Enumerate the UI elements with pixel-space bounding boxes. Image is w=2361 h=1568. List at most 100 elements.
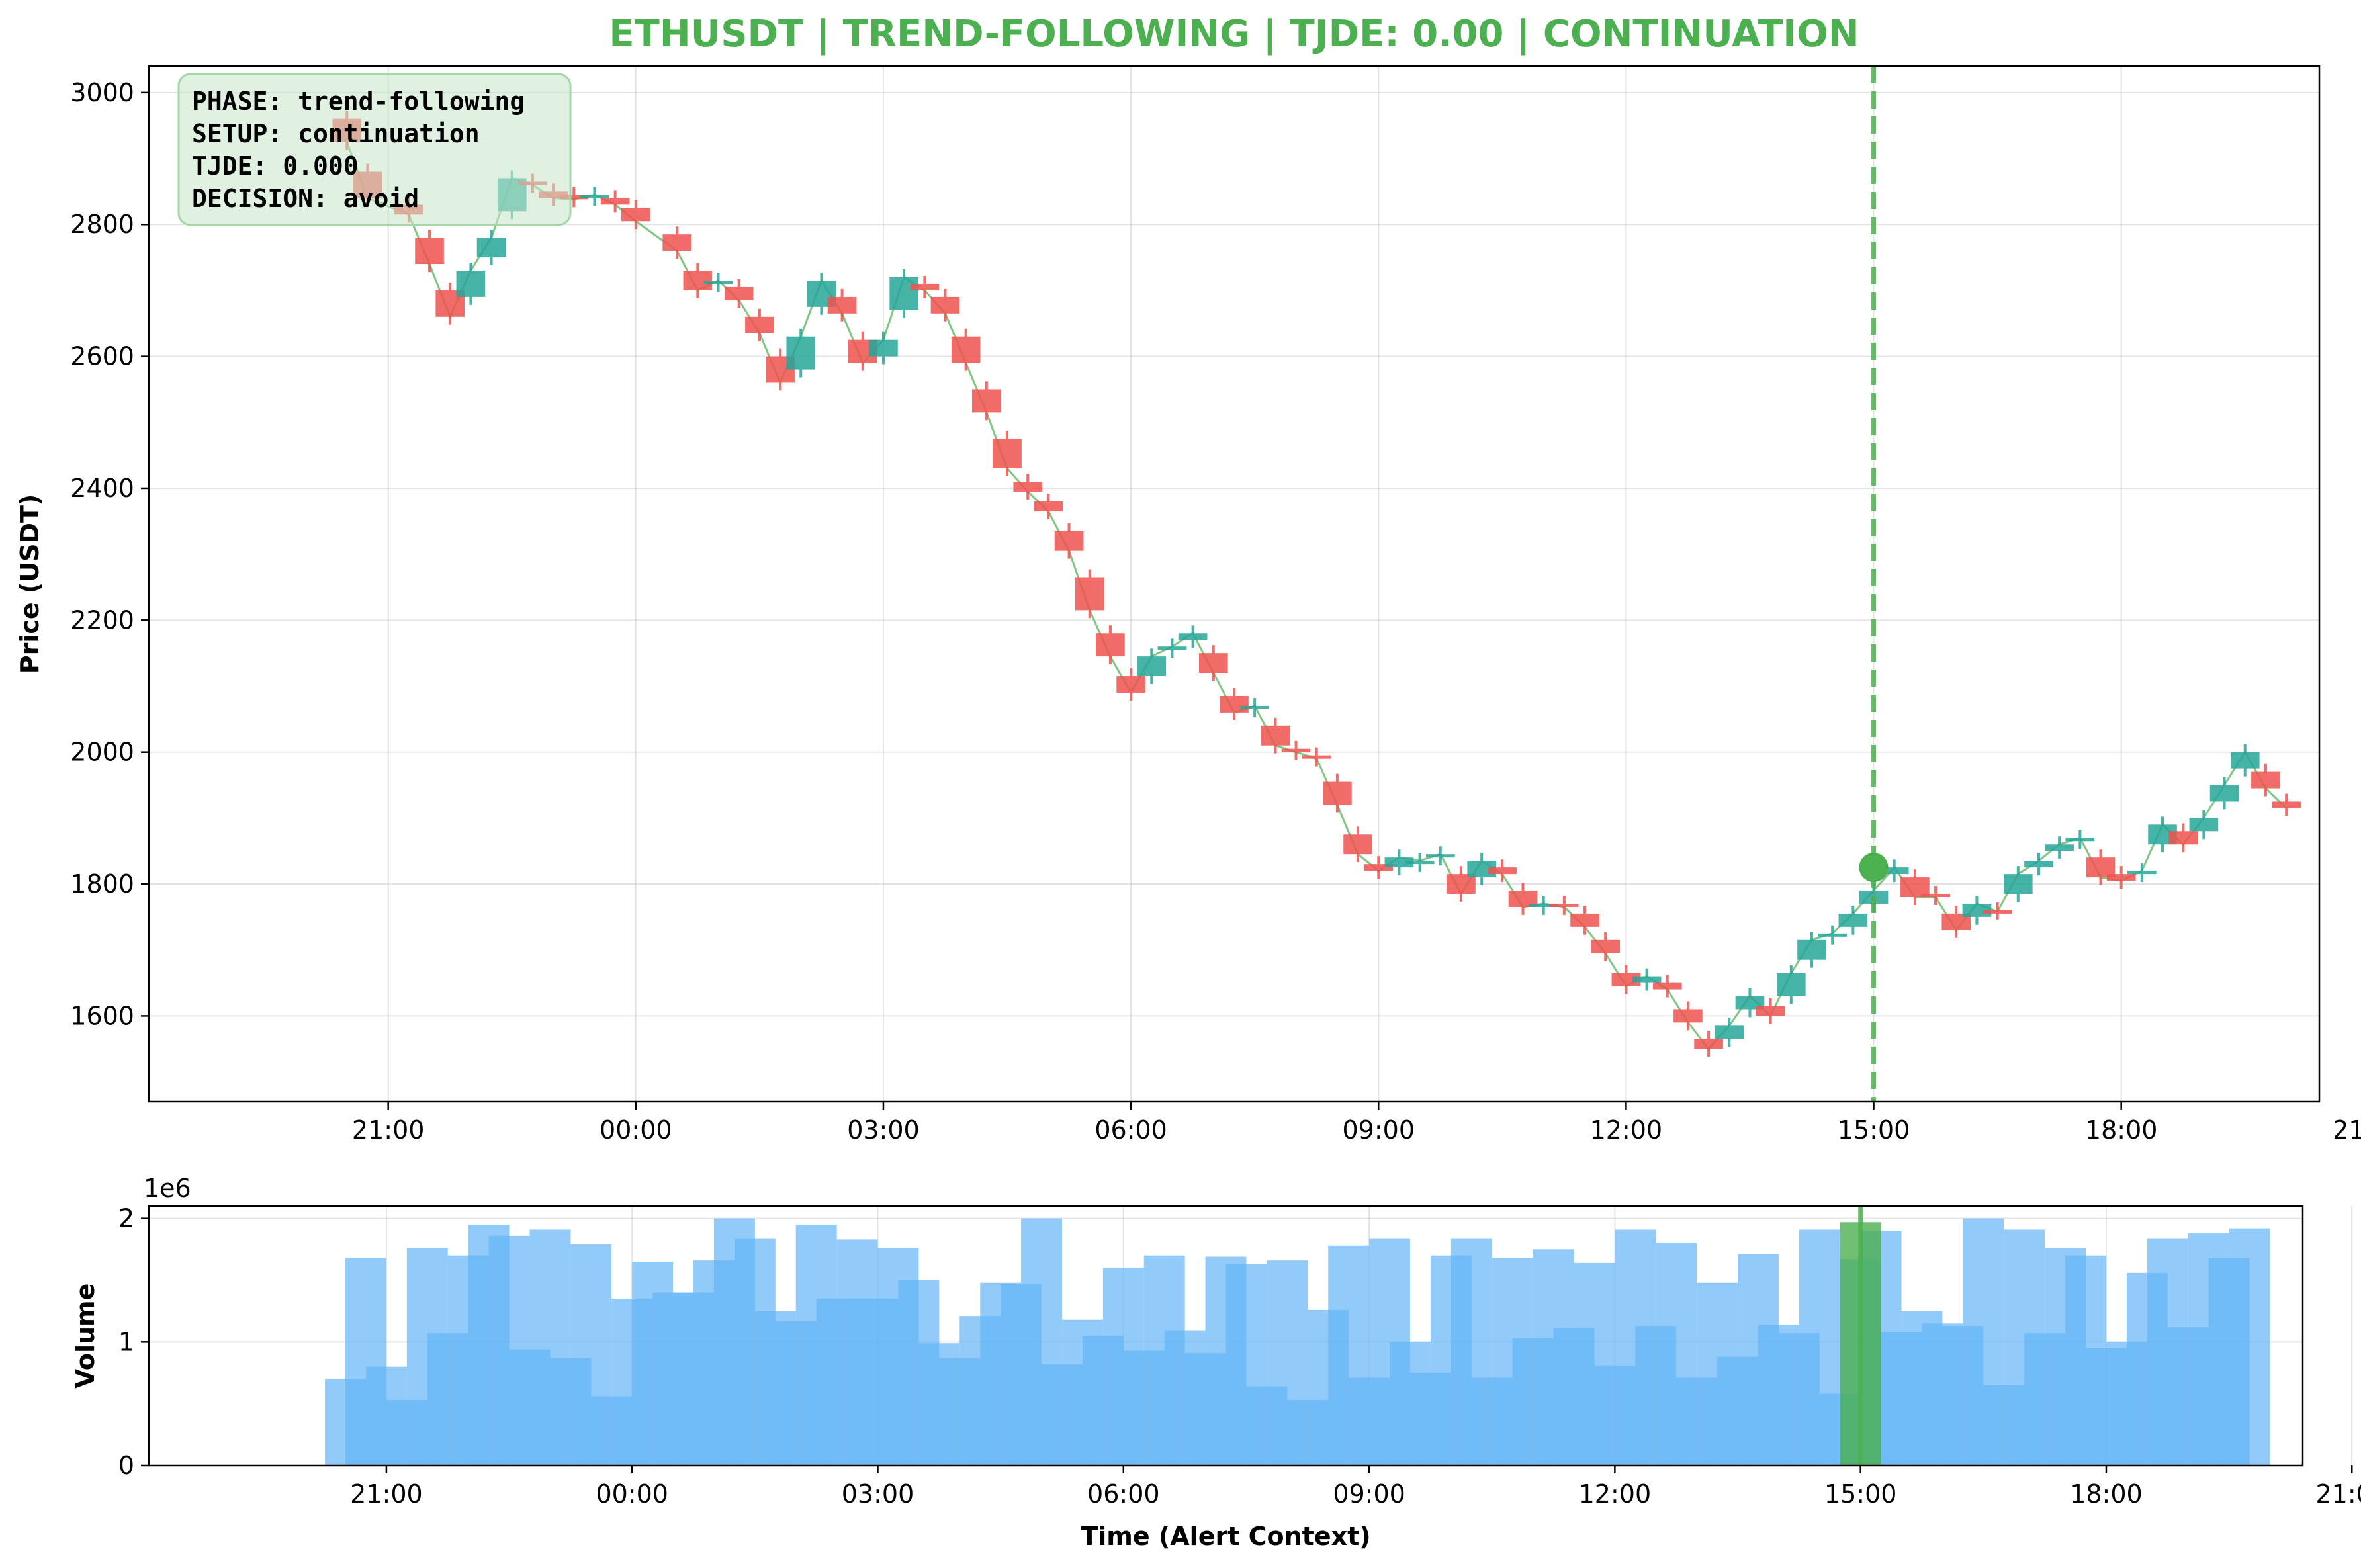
volume-y-tick-label-2: 2 xyxy=(118,1204,134,1233)
candle-62 xyxy=(1652,975,1682,998)
candle-body-37 xyxy=(1137,656,1167,677)
candle-58 xyxy=(1570,905,1599,935)
candle-body-69 xyxy=(1797,939,1826,960)
candle-body-66 xyxy=(1735,996,1765,1010)
candle-48 xyxy=(1364,856,1394,879)
volume-y-tick-label-0: 0 xyxy=(118,1451,134,1480)
candle-22 xyxy=(827,288,857,322)
price-y-ticks: 1600 1800 2000 2200 2400 2600 2800 3000 xyxy=(70,78,149,1030)
candle-14 xyxy=(662,226,691,259)
price-y-axis-label: Price (USDT) xyxy=(15,494,44,674)
volume-x-tick-label-5: 12:00 xyxy=(1579,1479,1652,1508)
candle-body-59 xyxy=(1591,939,1621,953)
candle-67 xyxy=(1756,998,1785,1024)
candle-70 xyxy=(1818,925,1848,945)
volume-x-tick-label-2: 03:00 xyxy=(842,1479,914,1508)
candle-25 xyxy=(889,269,918,318)
candle-43 xyxy=(1261,717,1290,754)
price-alert xyxy=(1859,66,1889,1102)
info-box-background xyxy=(177,73,572,226)
candle-63 xyxy=(1673,1001,1703,1031)
price-x-tick-label-7: 18:00 xyxy=(2085,1115,2158,1145)
candle-body-88 xyxy=(2189,818,2219,832)
candle-47 xyxy=(1343,826,1372,863)
candle-body-26 xyxy=(910,283,940,290)
info-setup: SETUP: continuation xyxy=(192,119,480,148)
candle-83 xyxy=(2086,849,2116,886)
price-x-tick-label-4: 09:00 xyxy=(1342,1115,1415,1145)
candle-body-18 xyxy=(745,316,774,333)
candle-88 xyxy=(2189,810,2219,840)
candle-27 xyxy=(930,288,960,322)
volume-x-ticks: 21:00 00:00 03:00 06:00 09:00 12:00 15:00 18:00… xyxy=(350,1465,2361,1508)
price-x-ticks: 21:00 00:00 03:00 06:00 09:00 12:00 15:00 18:00… xyxy=(352,1102,2361,1145)
candle-body-81 xyxy=(2045,844,2074,851)
candle-body-54 xyxy=(1488,867,1517,875)
candle-body-58 xyxy=(1570,913,1599,927)
candle-body-45 xyxy=(1302,755,1331,759)
candle-body-78 xyxy=(1982,910,2012,914)
volume-x-tick-label-0: 21:00 xyxy=(350,1479,423,1508)
price-x-tick-label-3: 06:00 xyxy=(1094,1115,1167,1145)
candle-36 xyxy=(1116,668,1145,701)
volume-alert xyxy=(1840,1206,1881,1465)
volume-x-tick-label-1: 00:00 xyxy=(596,1479,668,1508)
candle-45 xyxy=(1302,747,1331,767)
candle-81 xyxy=(2045,836,2074,859)
candle-59 xyxy=(1591,932,1621,961)
candle-89 xyxy=(2209,777,2239,810)
candle-85 xyxy=(2127,863,2157,883)
candle-57 xyxy=(1550,895,1579,915)
volume-y-tick-label-1: 1 xyxy=(118,1327,134,1356)
candle-79 xyxy=(2003,866,2033,902)
candle-body-57 xyxy=(1550,903,1579,907)
price-axes-frame xyxy=(148,65,2321,1103)
candle-35 xyxy=(1096,625,1125,665)
candle-75 xyxy=(1921,886,1950,905)
volume-x-axis-label: Time (Alert Context) xyxy=(1081,1522,1370,1551)
candle-21 xyxy=(807,273,836,315)
candle-34 xyxy=(1075,569,1104,619)
candle-80 xyxy=(2024,853,2053,876)
candle-90 xyxy=(2230,744,2260,777)
info-decision: DECISION: avoid xyxy=(192,184,419,213)
candle-37 xyxy=(1137,648,1167,685)
candle-body-13 xyxy=(621,208,650,222)
candle-body-27 xyxy=(930,296,960,314)
candle-6 xyxy=(476,230,506,266)
candle-body-79 xyxy=(2003,874,2033,894)
volume-offset-label: 1e6 xyxy=(144,1174,191,1203)
candle-41 xyxy=(1220,687,1249,720)
candle-body-67 xyxy=(1756,1006,1785,1016)
candle-body-5 xyxy=(456,271,486,297)
price-x-tick-label-2: 03:00 xyxy=(847,1115,920,1145)
price-y-tick-label-1: 1800 xyxy=(70,869,134,898)
candle-46 xyxy=(1323,773,1352,813)
price-y-tick-label-7: 3000 xyxy=(70,78,134,107)
candle-68 xyxy=(1777,965,1806,1004)
candle-body-44 xyxy=(1281,748,1311,752)
volume-x-tick-label-7: 18:00 xyxy=(2070,1479,2143,1508)
candle-body-91 xyxy=(2251,771,2280,789)
price-x-tick-label-8: 21:00 xyxy=(2333,1115,2361,1145)
candle-body-34 xyxy=(1075,577,1104,611)
candle-71 xyxy=(1838,905,1868,935)
candle-body-42 xyxy=(1240,705,1270,709)
candle-28 xyxy=(951,328,981,371)
price-x-tick-label-1: 00:00 xyxy=(600,1115,672,1145)
candle-body-61 xyxy=(1632,976,1662,983)
candle-body-49 xyxy=(1384,857,1414,868)
candle-17 xyxy=(724,279,754,308)
price-panel: 1600 1800 2000 2200 2400 2600 2800 3000 21:00 00… xyxy=(15,13,2361,1145)
candle-11 xyxy=(580,187,609,206)
candle-66 xyxy=(1735,988,1765,1018)
candle-body-40 xyxy=(1198,653,1228,674)
candle-body-80 xyxy=(2024,861,2053,868)
candle-54 xyxy=(1488,859,1517,883)
candle-24 xyxy=(869,331,898,365)
candle-42 xyxy=(1240,697,1270,717)
candle-body-17 xyxy=(724,286,754,300)
price-x-tick-label-6: 15:00 xyxy=(1838,1115,1910,1145)
price-y-tick-label-4: 2400 xyxy=(70,474,134,503)
volume-x-tick-label-8: 21:00 xyxy=(2316,1479,2361,1508)
